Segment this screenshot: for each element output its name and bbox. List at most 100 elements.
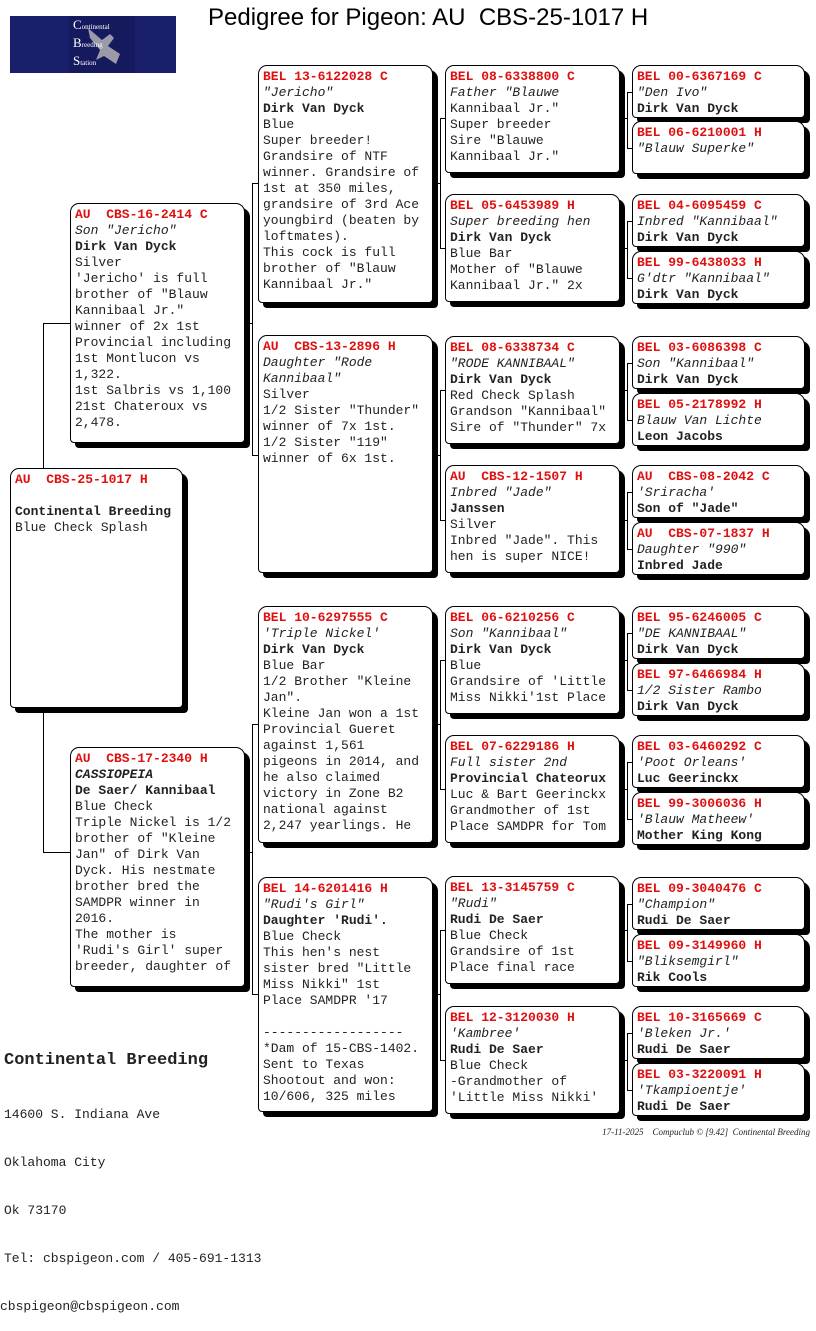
- pedigree-line: Place final race: [450, 960, 575, 975]
- pigeon-card-great-great-grandparent[interactable]: BEL 03-3220091 H 'Tkampioentje' Rudi De Sa…: [632, 1063, 805, 1116]
- pigeon-card-grandparent[interactable]: BEL 14-6201416 H "Rudi's Girl" Daughter 'R…: [258, 877, 433, 1112]
- connector-line: [433, 455, 440, 456]
- pedigree-line: hen is super NICE!: [450, 549, 591, 564]
- pedigree-line: 1/2 Brother "Kleine: [263, 674, 412, 689]
- connector-line: [627, 690, 632, 691]
- pedigree-line: SAMDPR winner in: [75, 895, 200, 910]
- pedigree-line: Super breeder!: [263, 133, 373, 148]
- pigeon-card-great-great-grandparent[interactable]: BEL 99-3006036 H 'Blauw Matheew' Mother Ki…: [632, 792, 805, 845]
- ring-number: AU CBS-13-2896 H: [263, 339, 396, 354]
- pigeon-card-great-grandparent[interactable]: BEL 13-3145759 C "Rudi" Rudi De Saer Blue C…: [445, 876, 620, 984]
- pedigree-line: Son of "Jade": [637, 501, 739, 516]
- ring-number: BEL 06-6210001 H: [637, 125, 762, 140]
- connector-line: [627, 762, 632, 763]
- pigeon-card-grandparent[interactable]: BEL 13-6122028 C "Jericho" Dirk Van Dyck Bl…: [258, 65, 433, 303]
- connector-line: [620, 1060, 627, 1061]
- connector-line: [627, 762, 628, 819]
- pedigree-line: Blue Bar: [450, 246, 513, 261]
- pedigree-line: Blue Bar: [263, 658, 326, 673]
- pedigree-line: De Saer/ Kannibaal: [75, 783, 216, 798]
- connector-line: [252, 724, 253, 994]
- ring-number: AU CBS-12-1507 H: [450, 469, 583, 484]
- telephone: Tel: cbspigeon.com / 405-691-1313: [4, 1251, 262, 1266]
- pigeon-card-great-great-grandparent[interactable]: BEL 03-6086398 C Son "Kannibaal" Dirk Van …: [632, 336, 805, 389]
- pedigree-line: Dirk Van Dyck: [637, 372, 739, 387]
- city: Oklahoma City: [4, 1155, 106, 1170]
- pedigree-line: Blauw Van Lichte: [637, 413, 762, 428]
- pedigree-line: "Champion": [637, 897, 716, 912]
- pedigree-line: brother bred the: [75, 879, 200, 894]
- pigeon-card-great-grandparent[interactable]: BEL 08-6338734 C "RODE KANNIBAAL" Dirk Van…: [445, 336, 620, 444]
- connector-line: [627, 92, 632, 93]
- pigeon-card-dam[interactable]: AU CBS-17-2340 H CASSIOPEIA De Saer/ Kanni…: [70, 747, 245, 987]
- pigeon-card-great-great-grandparent[interactable]: BEL 05-2178992 H Blauw Van Lichte Leon Jac…: [632, 393, 805, 446]
- pigeon-card-great-great-grandparent[interactable]: BEL 09-3040476 C "Champion" Rudi De Saer: [632, 877, 805, 930]
- connector-line: [440, 660, 441, 789]
- pedigree-line: 'Rudi's Girl' super: [75, 943, 224, 958]
- pigeon-card-sire[interactable]: AU CBS-16-2414 C Son "Jericho" Dirk Van Dy…: [70, 203, 245, 443]
- state-zip: Ok 73170: [4, 1203, 67, 1218]
- pedigree-line: 2016.: [75, 911, 115, 926]
- pigeon-card-great-grandparent[interactable]: AU CBS-12-1507 H Inbred "Jade" Janssen Silv…: [445, 465, 620, 573]
- pigeon-card-great-grandparent[interactable]: BEL 12-3120030 H 'Kambree' Rudi De Saer Blu…: [445, 1006, 620, 1114]
- pedigree-line: 'Little Miss Nikki': [450, 1090, 599, 1105]
- pedigree-line: [263, 1009, 428, 1025]
- pedigree-line: Daughter "990": [637, 542, 747, 557]
- pedigree-line: Son "Kannibaal": [450, 626, 568, 641]
- connector-line: [245, 323, 252, 324]
- pedigree-line: Provincial including: [75, 335, 232, 350]
- ring-number: AU CBS-07-1837 H: [637, 526, 770, 541]
- pedigree-line: 'Jericho' is full: [75, 271, 208, 286]
- pedigree-line: Grandson "Kannibaal": [450, 404, 607, 419]
- pigeon-card-great-great-grandparent[interactable]: BEL 04-6095459 C Inbred "Kannibaal" Dirk V…: [632, 194, 805, 247]
- pigeon-card-great-grandparent[interactable]: BEL 08-6338800 C Father "Blauwe Kannibaal …: [445, 65, 620, 173]
- pedigree-line: Grandsire of NTF: [263, 149, 388, 164]
- pigeon-card-grandparent[interactable]: BEL 10-6297555 C 'Triple Nickel' Dirk Van …: [258, 606, 433, 843]
- pedigree-line: This cock is full: [263, 245, 396, 260]
- pigeon-card-great-great-grandparent[interactable]: BEL 95-6246005 C "DE KANNIBAAL" Dirk Van D…: [632, 606, 805, 659]
- pigeon-card-great-great-grandparent[interactable]: BEL 97-6466984 H 1/2 Sister Rambo Dirk Van…: [632, 663, 805, 716]
- pedigree-line: Dirk Van Dyck: [637, 287, 739, 302]
- pigeon-card-great-grandparent[interactable]: BEL 05-6453989 H Super breeding hen Dirk V…: [445, 194, 620, 302]
- pedigree-line: Father "Blauwe: [450, 85, 560, 100]
- connector-line: [620, 118, 627, 119]
- pedigree-line: Miss Nikki" 1st: [263, 977, 381, 992]
- ring-number: BEL 05-6453989 H: [450, 198, 575, 213]
- pigeon-card-great-great-grandparent[interactable]: BEL 09-3149960 H "Bliksemgirl" Rik Cools: [632, 934, 805, 987]
- pigeon-card-great-great-grandparent[interactable]: BEL 99-6438033 H G'dtr "Kannibaal" Dirk Va…: [632, 251, 805, 304]
- connector-line: [252, 183, 253, 455]
- connector-line: [43, 852, 70, 853]
- connector-line: [433, 183, 440, 184]
- pedigree-line: Jan" of Dirk Van: [75, 847, 200, 862]
- address: 14600 S. Indiana Ave: [4, 1107, 161, 1122]
- pigeon-card-grandparent[interactable]: AU CBS-13-2896 H Daughter "Rode Kannibaal"…: [258, 335, 433, 573]
- pedigree-line: 'Tkampioentje': [637, 1083, 747, 1098]
- pedigree-line: Daughter "Rode: [263, 355, 373, 370]
- ring-number: BEL 03-6086398 C: [637, 340, 762, 355]
- pigeon-card-great-great-grandparent[interactable]: BEL 10-3165669 C 'Bleken Jr.' Rudi De Saer: [632, 1006, 805, 1059]
- pedigree-line: national against: [263, 802, 388, 817]
- breeder-contact: Continental Breeding 14600 S. Indiana Av…: [0, 1018, 262, 1331]
- connector-line: [620, 789, 627, 790]
- connector-line: [43, 323, 70, 324]
- pigeon-card-great-great-grandparent[interactable]: BEL 06-6210001 H "Blauw Superke": [632, 121, 805, 174]
- pigeon-card-great-grandparent[interactable]: BEL 06-6210256 C Son "Kannibaal" Dirk Van …: [445, 606, 620, 714]
- pigeon-card-great-great-grandparent[interactable]: BEL 03-6460292 C 'Poot Orleans' Luc Geerin…: [632, 735, 805, 788]
- pedigree-line: Dirk Van Dyck: [637, 101, 739, 116]
- pigeon-card-great-great-grandparent[interactable]: BEL 00-6367169 C "Den Ivo" Dirk Van Dyck: [632, 65, 805, 118]
- pedigree-line: Dirk Van Dyck: [637, 642, 739, 657]
- ring-number: BEL 99-6438033 H: [637, 255, 762, 270]
- pigeon-card-great-great-grandparent[interactable]: AU CBS-08-2042 C 'Sriracha' Son of "Jade": [632, 465, 805, 518]
- pedigree-line: 1st at 350 miles,: [263, 181, 396, 196]
- pigeon-card-subject[interactable]: AU CBS-25-1017 H Continental Breeding Blue…: [10, 468, 183, 708]
- pedigree-line: winner of 2x 1st: [75, 319, 200, 334]
- pigeon-card-great-great-grandparent[interactable]: AU CBS-07-1837 H Daughter "990" Inbred Jad…: [632, 522, 805, 575]
- connector-line: [440, 1060, 445, 1061]
- connector-line: [627, 492, 632, 493]
- pedigree-line: 1/2 Sister "Thunder": [263, 403, 420, 418]
- pedigree-line: Jan".: [263, 690, 303, 705]
- pedigree-line: Red Check Splash: [450, 388, 575, 403]
- ring-number: AU CBS-08-2042 C: [637, 469, 770, 484]
- pigeon-card-great-grandparent[interactable]: BEL 07-6229186 H Full sister 2nd Provincia…: [445, 735, 620, 843]
- pedigree-line: Blue Check: [75, 799, 154, 814]
